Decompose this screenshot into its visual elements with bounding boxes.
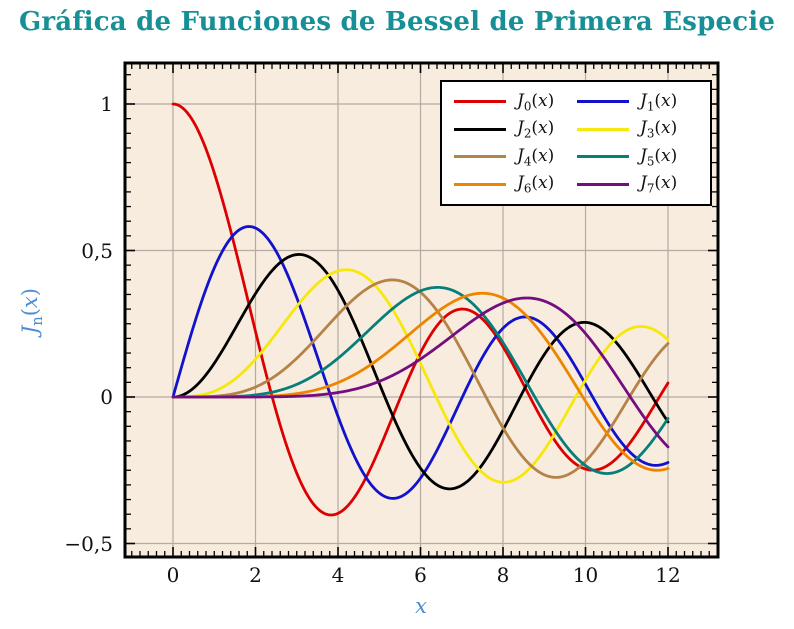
legend-swatch [454, 127, 506, 131]
y-tick-label: 0,5 [81, 238, 113, 263]
legend-label: J0(x) [517, 90, 555, 113]
legend-item: J2(x) [454, 117, 577, 141]
plot-frame [123, 61, 720, 559]
x-tick-label: 12 [655, 563, 681, 587]
legend-swatch [454, 100, 506, 104]
chart-title: Gráfica de Funciones de Bessel de Primer… [18, 7, 776, 37]
legend-swatch [577, 127, 629, 131]
x-axis-label: x [415, 594, 427, 618]
legend-item: J0(x) [454, 90, 577, 114]
legend-item: J7(x) [577, 172, 700, 196]
legend-item: J6(x) [454, 172, 577, 196]
curve-J3x [171, 268, 670, 484]
legend-label: J7(x) [640, 173, 678, 196]
y-tick-label: 1 [100, 92, 113, 116]
legend-item: J3(x) [577, 117, 700, 141]
curve-J0x [171, 102, 670, 517]
x-tick-label: 4 [331, 563, 345, 587]
x-tick-label: 10 [572, 563, 599, 587]
legend-swatch [454, 155, 506, 159]
legend: J0(x) J1(x) J2(x) J3(x) J4(x) J5(x) J6(x) J7(x) [440, 80, 712, 206]
legend-item: J5(x) [577, 145, 700, 169]
curve-J7x [171, 296, 670, 449]
x-tick-label: 0 [166, 563, 180, 587]
legend-label: J4(x) [517, 145, 555, 168]
legend-swatch [577, 182, 629, 186]
y-axis-label: Jn(x) [17, 288, 47, 335]
y-tick-label: 0 [100, 385, 113, 409]
x-tick-label: 6 [414, 563, 427, 587]
curve-J1x [171, 225, 670, 500]
x-tick-label: 2 [249, 563, 262, 587]
legend-label: J5(x) [640, 145, 678, 168]
x-tick-label: 8 [496, 563, 510, 587]
legend-swatch [577, 100, 629, 104]
legend-swatch [577, 155, 629, 159]
curves [171, 102, 670, 517]
curve-J2x [171, 253, 670, 491]
legend-label: J2(x) [517, 118, 555, 141]
legend-label: J3(x) [640, 118, 678, 141]
legend-label: J1(x) [640, 90, 678, 113]
legend-label: J6(x) [517, 173, 555, 196]
legend-item: J1(x) [577, 90, 700, 114]
legend-swatch [454, 182, 506, 186]
legend-item: J4(x) [454, 145, 577, 169]
y-tick-label: −0,5 [64, 531, 113, 556]
curve-J5x [171, 286, 670, 475]
